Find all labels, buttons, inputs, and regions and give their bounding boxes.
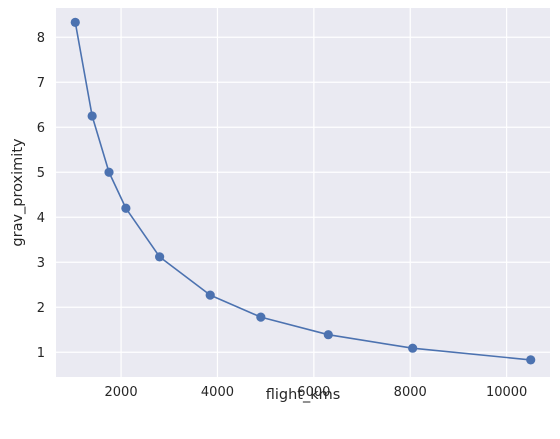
data-point [526,355,536,365]
y-tick-label: 5 [37,166,45,181]
tick-labels: 2000 4000 6000 8000 10000 1 2 3 4 5 6 7 8 [37,31,528,400]
x-tick-label: 10000 [486,385,527,400]
data-point [70,17,80,27]
grid [56,8,550,377]
data-point [323,330,333,340]
data-point [205,290,215,300]
y-tick-label: 2 [37,301,45,316]
x-tick-label: 2000 [105,385,138,400]
y-tick-label: 8 [37,31,45,46]
y-tick-label: 4 [37,211,45,226]
data-point [121,203,131,213]
data-point [87,111,97,121]
data-point [104,167,114,177]
y-tick-label: 7 [37,76,45,91]
x-tick-label: 8000 [394,385,427,400]
x-axis-label: flight_kms [266,387,341,403]
data-point [155,252,165,262]
series [70,17,536,365]
plot-area [56,8,550,377]
data-point [408,343,418,353]
y-tick-label: 3 [37,256,45,271]
y-tick-label: 6 [37,121,45,136]
data-point [256,312,266,322]
y-axis-label: grav_proximity [10,138,26,247]
x-tick-label: 4000 [201,385,234,400]
series-line [74,22,531,361]
y-tick-label: 1 [37,346,45,361]
x-tick-label: 6000 [297,385,330,400]
